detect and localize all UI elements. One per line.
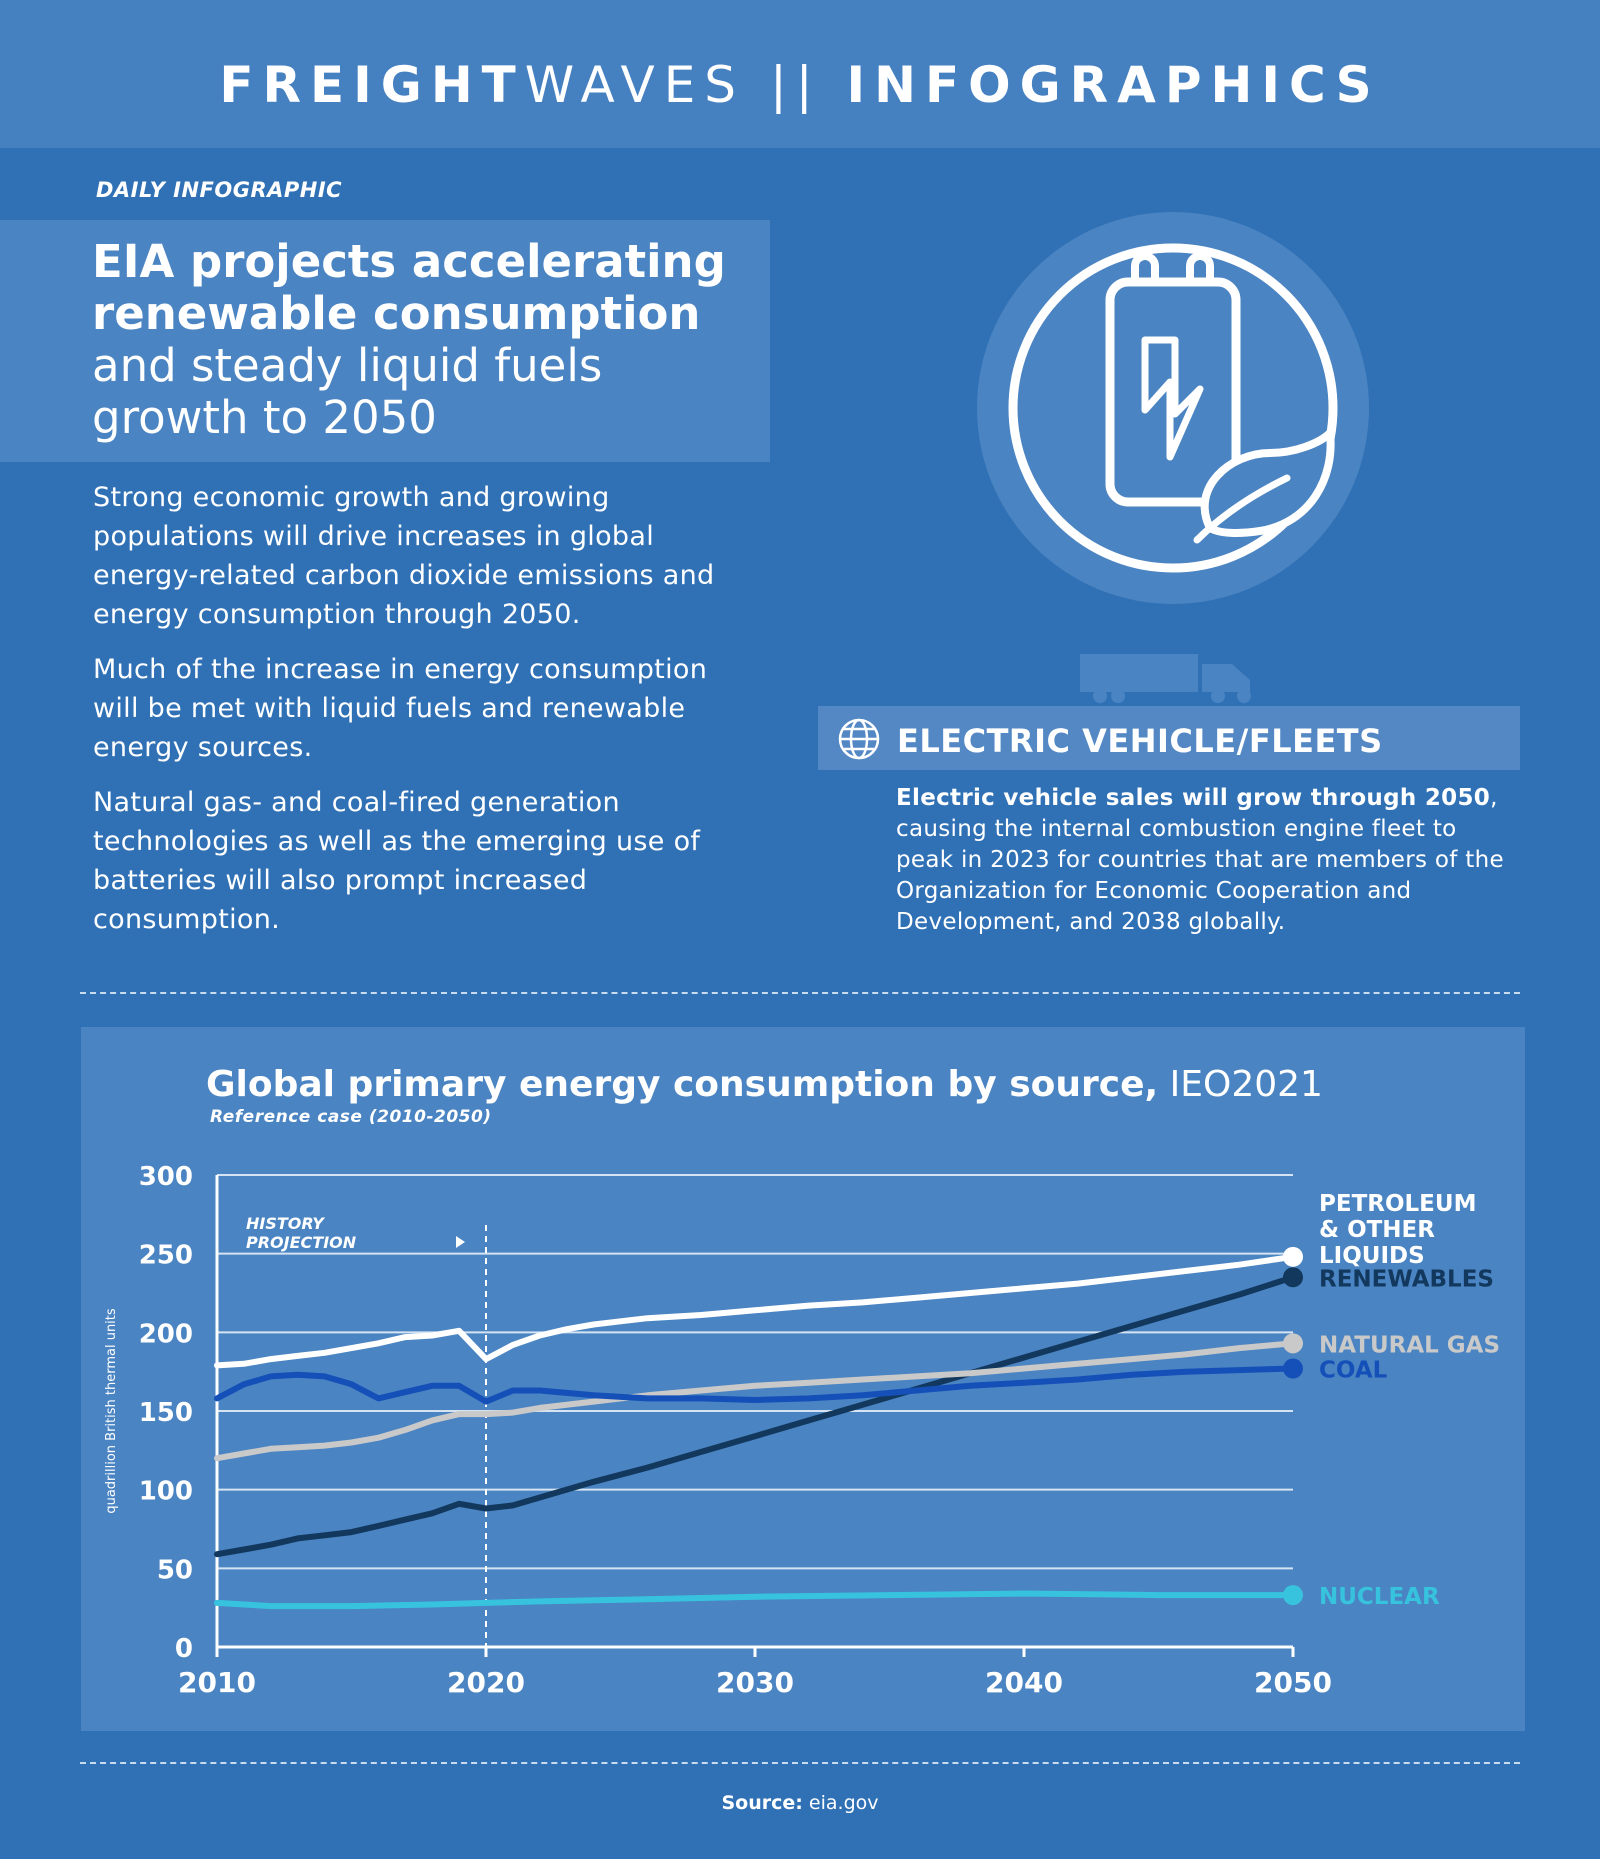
series-line [214,1340,1296,1462]
y-tick-label: 250 [139,1241,193,1271]
brand-freight: FREIGHT [219,56,525,114]
brand-waves: WAVES [524,56,746,114]
series-end-point [1283,1267,1303,1288]
x-tick-label: 2020 [447,1666,525,1699]
y-tick-label: 100 [139,1477,193,1507]
paragraph-1: Strong economic growth and growing popul… [93,482,715,630]
projection-arrow-icon [456,1236,465,1248]
series-label: RENEWABLES [1319,1266,1494,1292]
series-end-point [1283,1358,1303,1379]
y-tick-label: 200 [139,1319,193,1349]
chart-title-main: Global primary energy consumption by sou… [206,1064,1159,1105]
history-label: HISTORY [246,1214,325,1233]
brand-title: FREIGHTWAVES || INFOGRAPHICS [0,56,1600,114]
globe-icon [838,718,880,760]
y-tick-label: 300 [139,1162,193,1192]
source-line: Source: eia.gov [0,1792,1600,1814]
energy-line-chart: 0 50 100 150 200 250 300 2010 2020 2030 2040 2050 qu… [104,1162,1500,1699]
chart-title-suffix: IEO2021 [1158,1064,1323,1105]
paragraph-3: Natural gas- and coal-fired generation t… [93,787,701,935]
x-tick-label: 2010 [178,1666,256,1699]
kicker: DAILY INFOGRAPHIC [96,178,343,202]
y-tick-label: 0 [175,1634,193,1664]
series-line [214,1274,1296,1558]
x-tick-label: 2050 [1254,1666,1332,1699]
x-tick-label: 2030 [716,1666,794,1699]
headline-light-1: and steady liquid fuels [92,339,603,392]
headline-bold-1: EIA projects accelerating [92,235,726,288]
paragraph-2: Much of the increase in energy consumpti… [93,654,708,763]
x-tick-label: 2040 [985,1666,1063,1699]
battery-leaf-icon [977,212,1369,604]
series-end-point [1283,1333,1303,1354]
truck-icon [1080,654,1251,703]
headline-light-2: growth to 2050 [92,391,437,444]
ev-text-bold: Electric vehicle sales will grow through… [896,785,1491,811]
series-line [214,1590,1296,1610]
y-tick-label: 50 [157,1555,193,1585]
ev-section-bar [818,706,1520,770]
series-end-point [1283,1246,1303,1267]
divider-top [80,992,1520,994]
series-end-point [1283,1585,1303,1606]
brand-separator: || [745,56,847,114]
ev-section-text: Electric vehicle sales will grow through… [896,783,1516,938]
projection-label: PROJECTION [246,1233,357,1252]
ev-section-title: ELECTRIC VEHICLE/FLEETS [897,722,1383,760]
series-label: PETROLEUM [1319,1191,1476,1217]
headline: EIA projects accelerating renewable cons… [92,236,772,444]
headline-bold-2: renewable consumption [92,287,701,340]
header-bar [0,0,1600,148]
chart-title: Global primary energy consumption by sou… [206,1064,1323,1105]
chart-subtitle: Reference case (2010-2050) [210,1107,492,1127]
source-label: Source: [721,1792,803,1814]
y-axis-label: quadrillion British thermal units [104,1308,119,1514]
series-label: NUCLEAR [1319,1584,1440,1610]
series-label: COAL [1319,1358,1388,1384]
source-value: eia.gov [802,1792,879,1814]
series-label: LIQUIDS [1319,1243,1425,1269]
ev-text-rest: , causing the internal combustion engine… [896,785,1504,935]
series-label: & OTHER [1319,1217,1435,1243]
brand-infographics: INFOGRAPHICS [846,56,1381,114]
series-line [214,1365,1296,1405]
headline-box [0,220,770,462]
divider-bottom [80,1762,1520,1764]
series-line [214,1253,1296,1369]
y-tick-label: 150 [139,1398,193,1428]
series-label: NATURAL GAS [1319,1332,1500,1358]
